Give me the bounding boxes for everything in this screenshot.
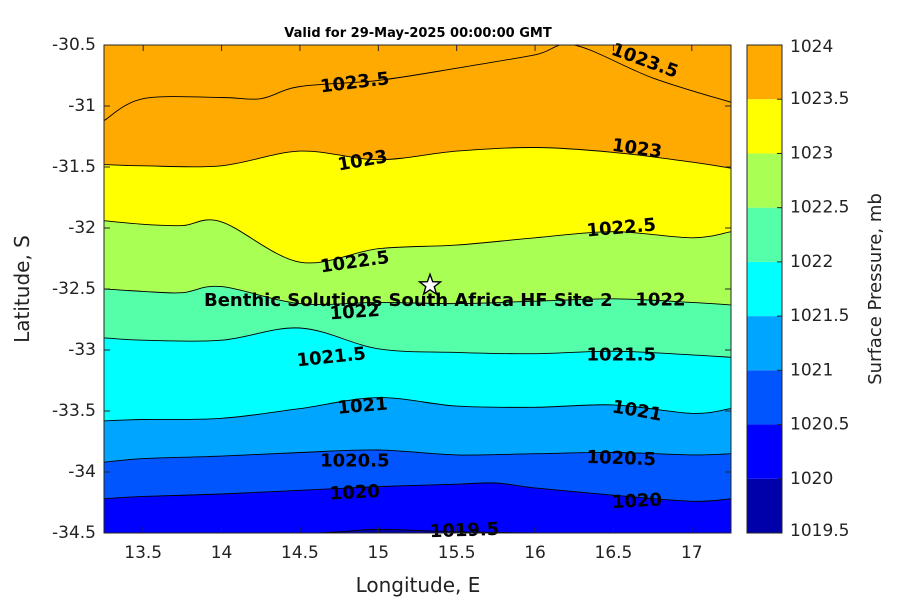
x-tick-label: 16.5 bbox=[595, 543, 633, 563]
colorbar-tick-label: 1022.5 bbox=[790, 198, 849, 218]
x-tick-label: 14 bbox=[211, 543, 233, 563]
colorbar-tick-label: 1021.5 bbox=[790, 306, 849, 326]
colorbar-swatch bbox=[747, 45, 782, 100]
y-tick-label: -30.5 bbox=[52, 35, 96, 55]
site-star-icon bbox=[417, 272, 443, 296]
colorbar-swatch bbox=[747, 316, 782, 371]
contour-label: 1020.5 bbox=[586, 447, 656, 470]
colorbar-tick-label: 1023.5 bbox=[790, 89, 849, 109]
x-tick-label: 17 bbox=[681, 543, 703, 563]
colorbar-tick-label: 1024 bbox=[790, 37, 833, 57]
contour-line bbox=[104, 147, 731, 169]
colorbar-tick-label: 1022 bbox=[790, 252, 833, 272]
colorbar-swatch bbox=[747, 153, 782, 208]
colorbar-tick-label: 1021 bbox=[790, 360, 833, 380]
x-tick-label: 13.5 bbox=[124, 543, 162, 563]
colorbar-tick-label: 1023 bbox=[790, 143, 833, 163]
x-tick-label: 15 bbox=[367, 543, 389, 563]
contour-line bbox=[104, 482, 731, 502]
colorbar-swatch bbox=[747, 478, 782, 533]
y-tick-label: -34 bbox=[68, 462, 96, 482]
x-axis-label: Longitude, E bbox=[356, 573, 481, 597]
x-tick-label: 16 bbox=[524, 543, 546, 563]
contour-label: 1020 bbox=[611, 489, 662, 513]
contour-line bbox=[104, 327, 731, 358]
contour-label: 1020.5 bbox=[320, 451, 389, 472]
y-tick-label: -32 bbox=[68, 218, 96, 238]
site-label: Benthic Solutions South Africa HF Site 2 bbox=[204, 290, 613, 311]
y-tick-label: -32.5 bbox=[52, 279, 96, 299]
colorbar-swatch bbox=[747, 99, 782, 154]
contour-line bbox=[104, 397, 731, 422]
contour-label: 1020 bbox=[329, 481, 380, 505]
colorbar-swatch bbox=[747, 207, 782, 262]
band-fill bbox=[316, 529, 536, 533]
colorbar-tick-label: 1020.5 bbox=[790, 415, 849, 435]
colorbar-swatch bbox=[747, 370, 782, 425]
contour-line bbox=[104, 285, 731, 306]
colorbar: 1024 1023.5 1023 1022.5 1022 1021.5 1021 1020.5… bbox=[746, 37, 849, 541]
y-tick-label: -31 bbox=[68, 96, 96, 116]
colorbar-tick-label: 1020 bbox=[790, 469, 833, 489]
band-fill bbox=[104, 482, 731, 533]
contour-label: 1022 bbox=[635, 289, 685, 310]
contour-line bbox=[104, 45, 731, 121]
contour-label: 1021 bbox=[337, 393, 389, 418]
x-tick-label: 14.5 bbox=[281, 543, 319, 563]
colorbar-tick-label: 1019.5 bbox=[790, 521, 849, 541]
contour-label: 1022 bbox=[329, 300, 380, 324]
colorbar-label: Surface Pressure, mb bbox=[865, 193, 886, 385]
contour-line bbox=[104, 219, 731, 264]
contour-label: 1021.5 bbox=[587, 344, 656, 365]
y-tick-label: -31.5 bbox=[52, 157, 96, 177]
contour-line bbox=[104, 449, 731, 463]
y-tick-label: -34.5 bbox=[52, 523, 96, 543]
colorbar-swatch bbox=[747, 424, 782, 479]
y-tick-label: -33 bbox=[68, 340, 96, 360]
y-tick-label: -33.5 bbox=[52, 401, 96, 421]
colorbar-swatch bbox=[747, 261, 782, 317]
contour-line bbox=[308, 528, 552, 533]
chart-title: Valid for 29-May-2025 00:00:00 GMT bbox=[284, 26, 552, 41]
colorbar-frame bbox=[746, 44, 783, 534]
y-axis-label: Latitude, S bbox=[10, 235, 34, 343]
contour-label: 1019.5 bbox=[429, 519, 499, 542]
x-tick-label: 15.5 bbox=[438, 543, 476, 563]
